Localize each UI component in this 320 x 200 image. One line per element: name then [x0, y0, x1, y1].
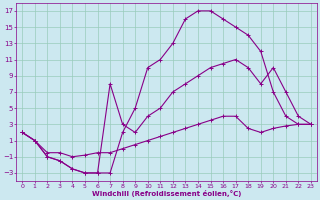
X-axis label: Windchill (Refroidissement éolien,°C): Windchill (Refroidissement éolien,°C) [92, 190, 241, 197]
